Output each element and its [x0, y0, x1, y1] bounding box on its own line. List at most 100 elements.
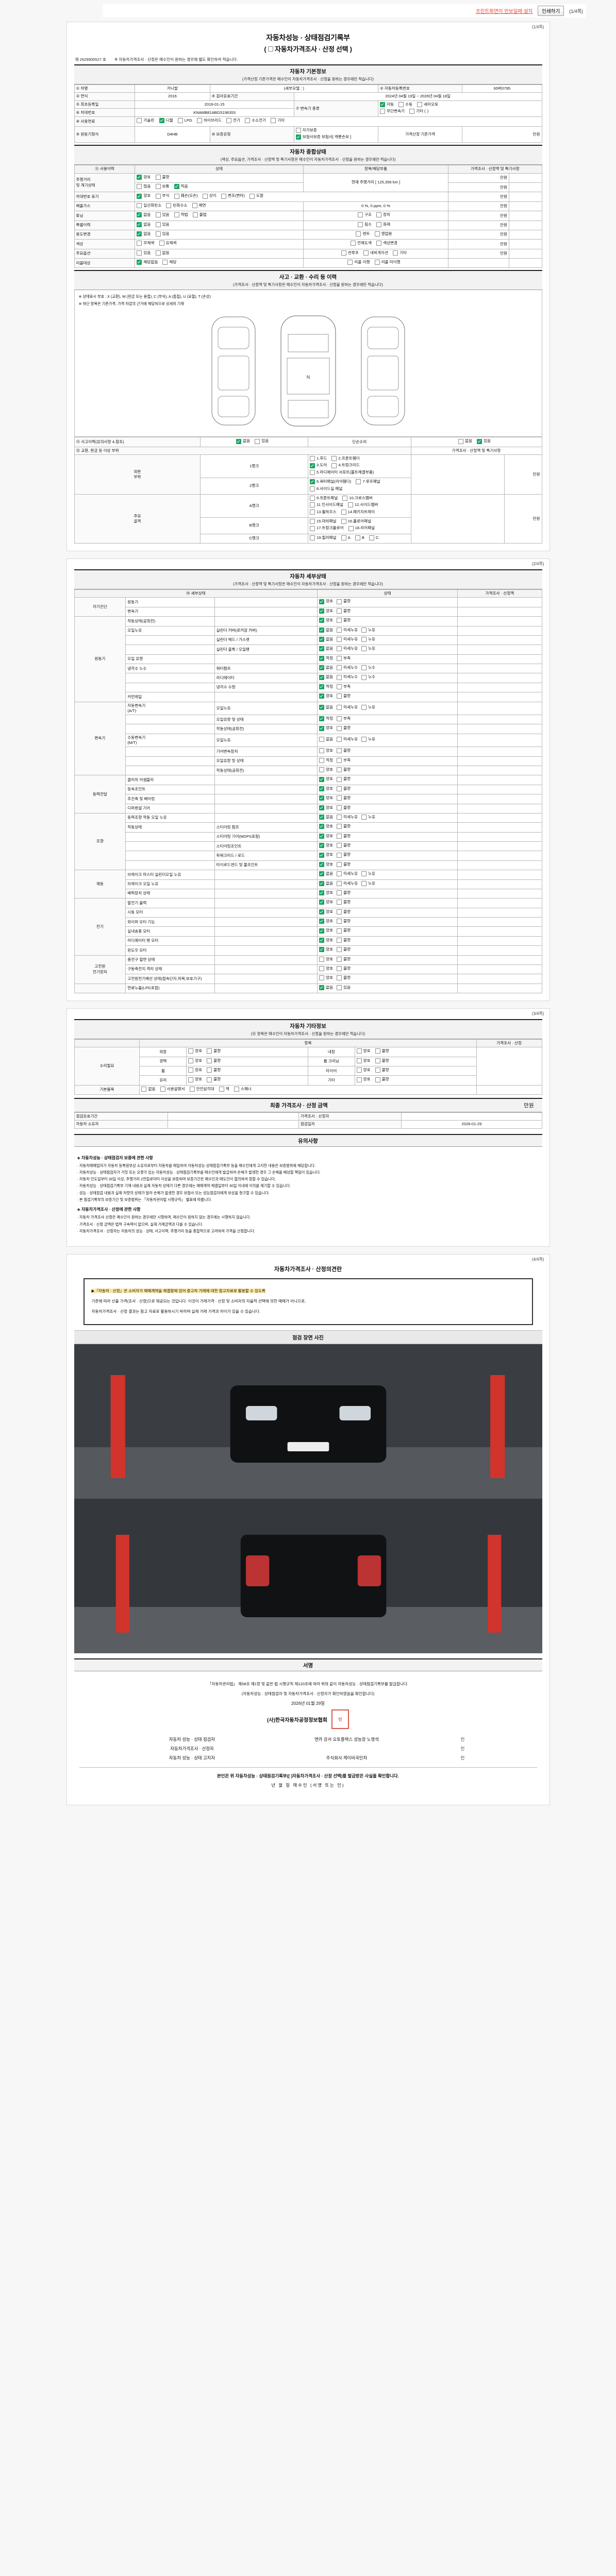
detail-option[interactable]: 미세누유 — [337, 646, 358, 652]
detail-option[interactable]: 없음 — [319, 871, 333, 877]
recall-applicable[interactable]: 해당 — [162, 260, 176, 265]
detail-option[interactable]: 누유 — [361, 705, 375, 710]
detail-option[interactable]: 미세누수 — [337, 674, 358, 680]
detail-option[interactable]: 양호 — [319, 947, 333, 953]
color-fullpaint[interactable]: 전체도색 — [350, 241, 372, 246]
frame-floorpanel[interactable]: 16.플로어패널 — [341, 519, 371, 524]
detail-option[interactable]: 없음 — [319, 674, 333, 680]
warranty-opt-self[interactable]: 자가보증 — [295, 128, 317, 133]
detail-option[interactable]: 양호 — [319, 919, 333, 924]
accident-none[interactable]: 없음 — [236, 438, 250, 444]
frame-insidepanel[interactable]: 11.인사이드패널 — [309, 502, 343, 508]
detail-option[interactable]: 없음 — [319, 815, 333, 820]
detail-option[interactable]: 없음 — [319, 985, 333, 990]
usechange-yes[interactable]: 있음 — [155, 231, 170, 236]
detail-option[interactable]: 누유 — [361, 815, 375, 820]
detail-option[interactable]: 누유 — [361, 628, 375, 633]
options-navigation[interactable]: 네비게이션 — [363, 250, 388, 256]
cleaning-good[interactable]: 양호 — [356, 1058, 371, 1063]
emission-smoke[interactable]: 매연 — [192, 203, 206, 208]
detail-option[interactable]: 불량 — [337, 748, 351, 754]
detail-option[interactable]: 누유 — [361, 637, 375, 642]
interior-bad[interactable]: 불량 — [375, 1048, 389, 1054]
detail-option[interactable]: 부족 — [337, 758, 351, 763]
detail-option[interactable]: 양호 — [319, 693, 333, 699]
mileage-good[interactable]: 양호 — [137, 175, 151, 180]
tuning-illegal[interactable]: 불법 — [192, 212, 207, 218]
mileage-bad[interactable]: 불량 — [155, 175, 170, 180]
transmission-opt-auto[interactable]: 자동 — [380, 102, 394, 107]
panel-trunklid[interactable]: 4.트렁크리드 — [331, 463, 360, 468]
polish-bad[interactable]: 불량 — [207, 1058, 221, 1063]
recall-done[interactable]: 리콜 이행 — [347, 260, 370, 265]
price-survey-checkbox[interactable] — [268, 46, 273, 52]
wheel-bad[interactable]: 불량 — [207, 1067, 221, 1073]
options-yes[interactable]: 있음 — [137, 250, 151, 256]
detail-option[interactable]: 불량 — [337, 966, 351, 971]
exterior-good[interactable]: 양호 — [188, 1048, 202, 1054]
detail-option[interactable]: 불량 — [337, 795, 351, 801]
detail-option[interactable]: 불량 — [337, 786, 351, 791]
detail-option[interactable]: 양호 — [319, 900, 333, 905]
options-sunroof[interactable]: 썬루프 — [341, 250, 359, 256]
fuel-opt-hydrogen[interactable]: 수소전기 — [245, 118, 266, 124]
glass-good[interactable]: 양호 — [188, 1077, 202, 1082]
detail-option[interactable]: 양호 — [319, 862, 333, 867]
panel-radiator-support[interactable]: 5.라디에이터 서포트(볼트체결부품) — [309, 470, 374, 475]
frame-trunkfloor[interactable]: 17.트렁크플로어 — [309, 526, 343, 531]
detail-option[interactable]: 양호 — [319, 957, 333, 962]
frame-packagetray[interactable]: 14.패키지트레이 — [341, 510, 375, 515]
detail-option[interactable]: 양호 — [319, 909, 333, 914]
detail-option[interactable]: 누유 — [361, 881, 375, 886]
detail-option[interactable]: 양호 — [319, 795, 333, 801]
detail-option[interactable]: 불량 — [337, 599, 351, 604]
fuel-opt-hybrid[interactable]: 하이브리드 — [196, 118, 222, 124]
detail-option[interactable]: 미세누유 — [337, 815, 358, 820]
fuel-opt-electric[interactable]: 전기 — [226, 118, 240, 124]
detail-option[interactable]: 불량 — [337, 618, 351, 623]
polish-good[interactable]: 양호 — [188, 1058, 202, 1063]
detail-option[interactable]: 미세누유 — [337, 871, 358, 877]
warranty-opt-insurer[interactable]: 보험사보증 보험사[ 캐롯손보 ] — [295, 134, 351, 140]
wheel-good[interactable]: 양호 — [188, 1067, 202, 1073]
usechange-none[interactable]: 없음 — [137, 231, 151, 236]
detail-option[interactable]: 누유 — [361, 646, 375, 652]
base-triangle[interactable]: 안전삼각대 — [189, 1087, 214, 1092]
options-no[interactable]: 없음 — [155, 250, 170, 256]
detail-option[interactable]: 불량 — [337, 975, 351, 981]
vin-good[interactable]: 양호 — [137, 193, 151, 199]
fuel-opt-gasoline[interactable]: 가솔린 — [137, 118, 154, 124]
mileage-many[interactable]: 많음 — [137, 184, 151, 190]
frame-pillar-c[interactable]: C — [369, 535, 379, 540]
special-yes[interactable]: 있음 — [155, 222, 170, 227]
special-flood[interactable]: 침수 — [357, 222, 372, 227]
special-fire[interactable]: 화재 — [376, 222, 390, 227]
panel-frontfender[interactable]: 2.프론트휀더 — [331, 456, 360, 462]
etc-bad[interactable]: 불량 — [375, 1077, 389, 1082]
detail-option[interactable]: 부족 — [337, 656, 351, 661]
detail-option[interactable]: 불량 — [337, 900, 351, 905]
detail-option[interactable]: 양호 — [319, 890, 333, 895]
detail-option[interactable]: 양호 — [319, 618, 333, 623]
frame-rearpanel[interactable]: 18.리어패널 — [348, 526, 375, 531]
frame-crossmember[interactable]: 10.크로스멤버 — [342, 496, 373, 501]
color-chromatic[interactable]: 유채색 — [159, 241, 176, 246]
vin-damaged[interactable]: 훼손(오손) — [174, 193, 198, 199]
detail-option[interactable]: 양호 — [319, 938, 333, 943]
special-none[interactable]: 없음 — [137, 222, 151, 227]
detail-option[interactable]: 부족 — [337, 684, 351, 689]
vin-altered[interactable]: 변조(변타) — [221, 193, 245, 199]
emission-hc[interactable]: 탄화수소 — [166, 203, 187, 208]
detail-option[interactable]: 양호 — [319, 852, 333, 858]
detail-option[interactable]: 양호 — [319, 748, 333, 754]
etc-good[interactable]: 양호 — [356, 1077, 371, 1082]
detail-option[interactable]: 불량 — [337, 862, 351, 867]
transmission-opt-cvt[interactable]: 무단변속기 — [380, 109, 405, 114]
tuning-yes[interactable]: 있음 — [155, 212, 170, 218]
detail-option[interactable]: 없음 — [319, 665, 333, 671]
detail-option[interactable]: 불량 — [337, 824, 351, 829]
cleaning-bad[interactable]: 불량 — [375, 1058, 389, 1063]
accident-yes[interactable]: 있음 — [255, 438, 269, 444]
base-jack[interactable]: 잭 — [219, 1087, 229, 1092]
install-link[interactable]: 프린트화면이 안보일때 설치 — [476, 9, 533, 14]
